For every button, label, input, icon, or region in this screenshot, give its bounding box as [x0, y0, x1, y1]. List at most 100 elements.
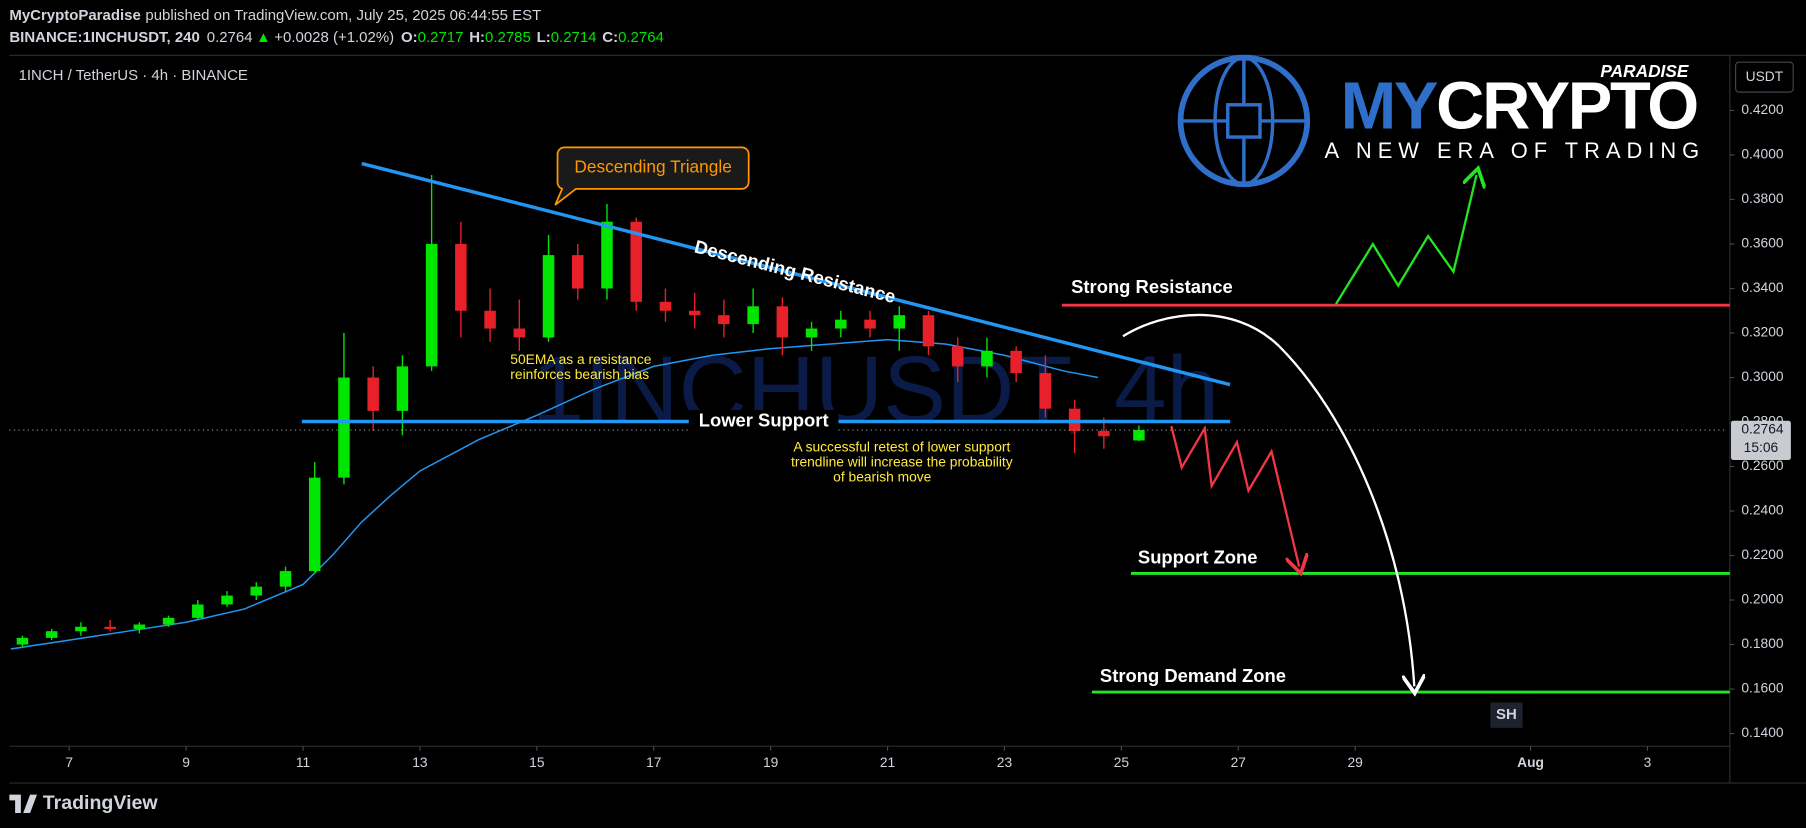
- ema-line: [10, 338, 1099, 650]
- candle-body: [601, 221, 613, 289]
- logo-tag: PARADISE: [1600, 61, 1688, 81]
- y-tick-label: 0.4000: [1741, 146, 1784, 162]
- drawings: Descending Resistance Lower Support Desc…: [301, 146, 1730, 728]
- candle-body: [805, 328, 818, 338]
- candle-body: [893, 315, 906, 329]
- candle-body: [864, 319, 876, 329]
- close-value: 0.2764: [618, 29, 664, 46]
- candle-body: [1039, 373, 1052, 409]
- candle-body: [133, 624, 146, 629]
- y-tick-label: 0.1800: [1741, 635, 1784, 651]
- candle-body: [425, 243, 438, 367]
- x-tick-label: 3: [1644, 754, 1652, 770]
- footer-brand: TradingView: [43, 792, 159, 814]
- y-tick-label: 0.2000: [1741, 591, 1784, 607]
- countdown-label: 15:06: [1744, 439, 1779, 455]
- logo-brand-a: MY: [1341, 69, 1438, 143]
- x-tick-label: 9: [182, 754, 190, 770]
- candle-body: [659, 301, 672, 311]
- sh-box: [1490, 702, 1523, 728]
- x-tick-label: 21: [880, 754, 895, 770]
- axes: USDT 0.4200 0.4000 0.3800 0.3600 0.3400 0.320…: [65, 61, 1794, 770]
- x-tick-label: 17: [646, 754, 661, 770]
- high-value: 0.2785: [485, 29, 531, 46]
- candle-body: [221, 595, 233, 605]
- footer-icon: [9, 794, 37, 814]
- y-tick-label: 0.1600: [1741, 680, 1784, 696]
- demand-zone-label: Strong Demand Zone: [1100, 665, 1286, 686]
- open-value: 0.2717: [418, 29, 464, 46]
- ema-note: 50EMA as a resistance: [510, 351, 651, 367]
- candle-body: [835, 319, 847, 329]
- candle-body: [75, 626, 87, 632]
- logo-brand-b: CRYPTO: [1436, 69, 1697, 143]
- chart-title: 1INCH / TetherUS · 4h · BINANCE: [19, 67, 248, 84]
- candle-body: [45, 631, 58, 638]
- candle-body: [250, 586, 263, 596]
- strong-resistance-label: Strong Resistance: [1071, 276, 1233, 297]
- y-tick-label: 0.2200: [1741, 546, 1784, 562]
- candle-body: [162, 617, 175, 625]
- x-tick-label: 7: [65, 754, 73, 770]
- candle-body: [367, 377, 379, 411]
- candle-body: [572, 255, 584, 289]
- change: +0.0028 (+1.02%): [274, 29, 394, 46]
- candle-body: [922, 315, 935, 347]
- candle-body: [484, 310, 496, 329]
- y-tick-label: 0.1400: [1741, 724, 1784, 740]
- ohlc-label: C:: [602, 29, 618, 46]
- author: MyCryptoParadise: [9, 7, 140, 24]
- support-zone-label: Support Zone: [1138, 546, 1258, 567]
- y-tick-label: 0.4200: [1741, 101, 1784, 117]
- y-tick-label: 0.3400: [1741, 279, 1784, 295]
- y-tick-label: 0.3000: [1741, 368, 1784, 384]
- low-value: 0.2714: [551, 29, 597, 46]
- candle-body: [455, 243, 467, 311]
- candle-body: [981, 350, 993, 367]
- x-tick-label: 11: [296, 754, 310, 770]
- x-tick-label: 29: [1348, 754, 1364, 770]
- ema-note: reinforces bearish bias: [510, 366, 649, 382]
- candle-body: [104, 626, 116, 629]
- sh-label: SH: [1496, 706, 1517, 723]
- ohlc-label: O:: [401, 29, 418, 46]
- callout-text: Descending Triangle: [574, 157, 731, 177]
- y-tick-label: 0.2400: [1741, 502, 1784, 518]
- x-tick-label: 23: [997, 754, 1013, 770]
- up-arrow: ▲: [256, 29, 271, 46]
- bearish-path: [1170, 424, 1299, 566]
- label-bg: [688, 409, 839, 434]
- currency-box: [1735, 61, 1794, 93]
- candle-body: [776, 306, 789, 338]
- candle-body: [513, 328, 526, 338]
- symbol: BINANCE:1INCHUSDT, 240: [9, 29, 199, 46]
- retest-note: trendline will increase the probability: [791, 454, 1013, 470]
- candle-body: [747, 306, 759, 325]
- x-tick-label: 15: [529, 754, 545, 770]
- candle-body: [192, 604, 204, 618]
- candle-body: [688, 310, 701, 316]
- x-tick-label: Aug: [1517, 754, 1544, 770]
- candle-body: [1010, 350, 1022, 374]
- logo-slogan: A NEW ERA OF TRADING: [1324, 138, 1705, 163]
- header-line: MyCryptoParadise published on TradingView…: [9, 7, 541, 24]
- candle-body: [1133, 430, 1145, 441]
- projection-curve: [1122, 313, 1414, 686]
- candle-body: [396, 366, 409, 411]
- published: published on TradingView.com, July 25, 2…: [145, 7, 541, 24]
- candle-body: [542, 255, 555, 338]
- retest-note: A successful retest of lower support: [793, 439, 1010, 455]
- x-tick-label: 27: [1231, 754, 1246, 770]
- last-price-box: [1731, 420, 1791, 460]
- callout-box: [554, 146, 750, 206]
- candle-body: [308, 477, 321, 572]
- y-tick-label: 0.3600: [1741, 235, 1784, 251]
- y-tick-label: 0.3800: [1741, 190, 1784, 206]
- y-tick-label: 0.3200: [1741, 324, 1784, 340]
- candle-body: [1098, 430, 1110, 437]
- x-tick-label: 19: [763, 754, 779, 770]
- candle-body: [338, 377, 350, 478]
- x-tick-label: 13: [412, 754, 428, 770]
